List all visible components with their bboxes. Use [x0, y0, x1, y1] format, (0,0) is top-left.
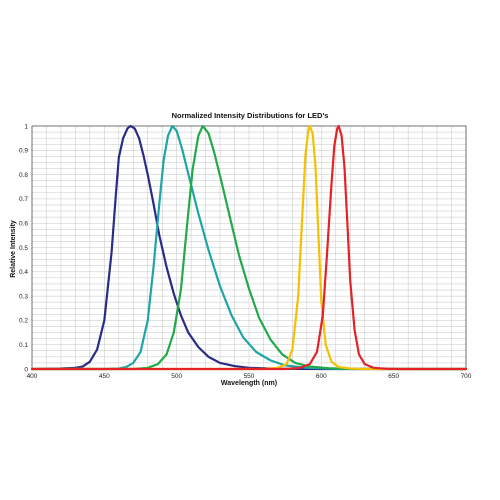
y-axis-ticks: 0 0.1 0.2 0.3 0.4 0.5 0.6 0.7 0.8 0.9 1 [19, 123, 28, 373]
y-axis-title: Relative Intensity [10, 220, 17, 278]
series-line-1 [30, 124, 468, 371]
chart-title: Normalized Intensity Distributions for L… [172, 111, 329, 120]
series-line-4 [30, 124, 468, 371]
x-tick-label: 700 [461, 373, 472, 380]
y-tick-label: 0.4 [19, 269, 28, 276]
y-tick-label: 0.8 [19, 172, 28, 179]
x-tick-label: 600 [316, 373, 327, 380]
series-line-3 [30, 124, 468, 371]
x-tick-label: 550 [244, 373, 255, 380]
y-tick-label: 0.9 [19, 148, 28, 155]
x-tick-label: 500 [171, 373, 182, 380]
series-line-2 [30, 124, 468, 371]
y-tick-label: 0.2 [19, 318, 28, 325]
series-layer [30, 124, 468, 371]
chart-grid [31, 125, 467, 370]
series-line-5 [30, 124, 468, 371]
x-axis-ticks: 400 450 500 550 600 650 700 [27, 373, 472, 380]
x-tick-label: 650 [388, 373, 399, 380]
y-tick-label: 0.7 [19, 196, 28, 203]
y-tick-label: 0.5 [19, 245, 28, 252]
y-tick-label: 0 [24, 366, 28, 373]
y-tick-label: 0.3 [19, 293, 28, 300]
y-tick-label: 0.1 [19, 342, 28, 349]
x-tick-label: 450 [99, 373, 110, 380]
y-tick-label: 1 [24, 123, 28, 130]
y-tick-label: 0.6 [19, 221, 28, 228]
x-tick-label: 400 [27, 373, 38, 380]
x-axis-title: Wavelength (nm) [221, 380, 277, 387]
